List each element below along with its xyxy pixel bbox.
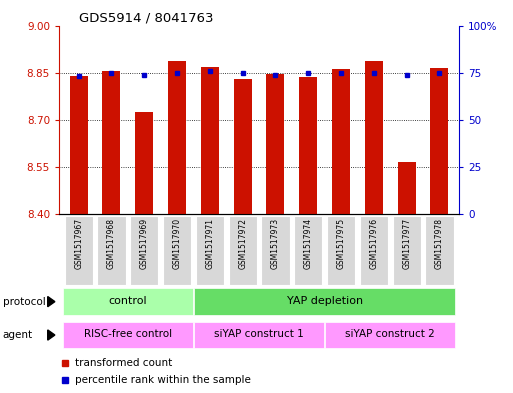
Bar bbox=[332, 69, 350, 214]
Text: control: control bbox=[109, 296, 147, 306]
FancyBboxPatch shape bbox=[229, 216, 257, 285]
Text: GDS5914 / 8041763: GDS5914 / 8041763 bbox=[79, 11, 213, 24]
Text: GSM1517968: GSM1517968 bbox=[107, 218, 116, 269]
FancyBboxPatch shape bbox=[65, 216, 93, 285]
Text: GSM1517974: GSM1517974 bbox=[304, 218, 313, 269]
FancyBboxPatch shape bbox=[392, 216, 421, 285]
Text: percentile rank within the sample: percentile rank within the sample bbox=[75, 375, 251, 385]
Bar bbox=[266, 74, 285, 214]
FancyBboxPatch shape bbox=[360, 216, 388, 285]
FancyBboxPatch shape bbox=[261, 216, 289, 285]
Bar bbox=[70, 76, 88, 214]
Text: GSM1517969: GSM1517969 bbox=[140, 218, 149, 269]
Polygon shape bbox=[48, 330, 55, 340]
FancyBboxPatch shape bbox=[97, 216, 126, 285]
FancyBboxPatch shape bbox=[63, 322, 193, 348]
Bar bbox=[103, 71, 121, 214]
FancyBboxPatch shape bbox=[327, 216, 355, 285]
Bar bbox=[135, 112, 153, 214]
FancyBboxPatch shape bbox=[425, 216, 453, 285]
Bar bbox=[299, 77, 317, 214]
Text: protocol: protocol bbox=[3, 297, 45, 307]
Text: YAP depletion: YAP depletion bbox=[287, 296, 363, 306]
Bar bbox=[398, 162, 416, 214]
Text: GSM1517970: GSM1517970 bbox=[172, 218, 182, 269]
Text: transformed count: transformed count bbox=[75, 358, 172, 368]
Text: GSM1517975: GSM1517975 bbox=[337, 218, 346, 269]
Bar bbox=[430, 68, 448, 214]
Text: GSM1517978: GSM1517978 bbox=[435, 218, 444, 269]
Bar bbox=[365, 61, 383, 214]
FancyBboxPatch shape bbox=[163, 216, 191, 285]
Text: siYAP construct 1: siYAP construct 1 bbox=[214, 329, 304, 340]
Text: GSM1517967: GSM1517967 bbox=[74, 218, 83, 269]
Text: GSM1517977: GSM1517977 bbox=[402, 218, 411, 269]
FancyBboxPatch shape bbox=[130, 216, 159, 285]
FancyBboxPatch shape bbox=[194, 322, 324, 348]
Text: siYAP construct 2: siYAP construct 2 bbox=[345, 329, 435, 340]
Bar bbox=[201, 67, 219, 214]
Text: RISC-free control: RISC-free control bbox=[84, 329, 172, 340]
Text: GSM1517976: GSM1517976 bbox=[369, 218, 379, 269]
FancyBboxPatch shape bbox=[325, 322, 455, 348]
Polygon shape bbox=[48, 296, 55, 307]
FancyBboxPatch shape bbox=[196, 216, 224, 285]
FancyBboxPatch shape bbox=[294, 216, 322, 285]
Text: GSM1517972: GSM1517972 bbox=[238, 218, 247, 269]
FancyBboxPatch shape bbox=[63, 288, 193, 315]
Text: agent: agent bbox=[3, 330, 33, 340]
Bar bbox=[233, 79, 252, 214]
Text: GSM1517971: GSM1517971 bbox=[205, 218, 214, 269]
Bar bbox=[168, 61, 186, 214]
FancyBboxPatch shape bbox=[194, 288, 455, 315]
Text: GSM1517973: GSM1517973 bbox=[271, 218, 280, 269]
